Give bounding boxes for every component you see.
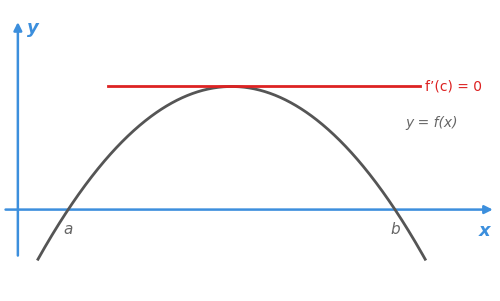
Text: x: x	[479, 222, 490, 240]
Text: y: y	[27, 19, 38, 37]
Text: a: a	[64, 222, 73, 237]
Text: b: b	[390, 222, 400, 237]
Text: f’(c) = 0: f’(c) = 0	[425, 79, 482, 94]
Text: y = f(x): y = f(x)	[405, 116, 458, 130]
